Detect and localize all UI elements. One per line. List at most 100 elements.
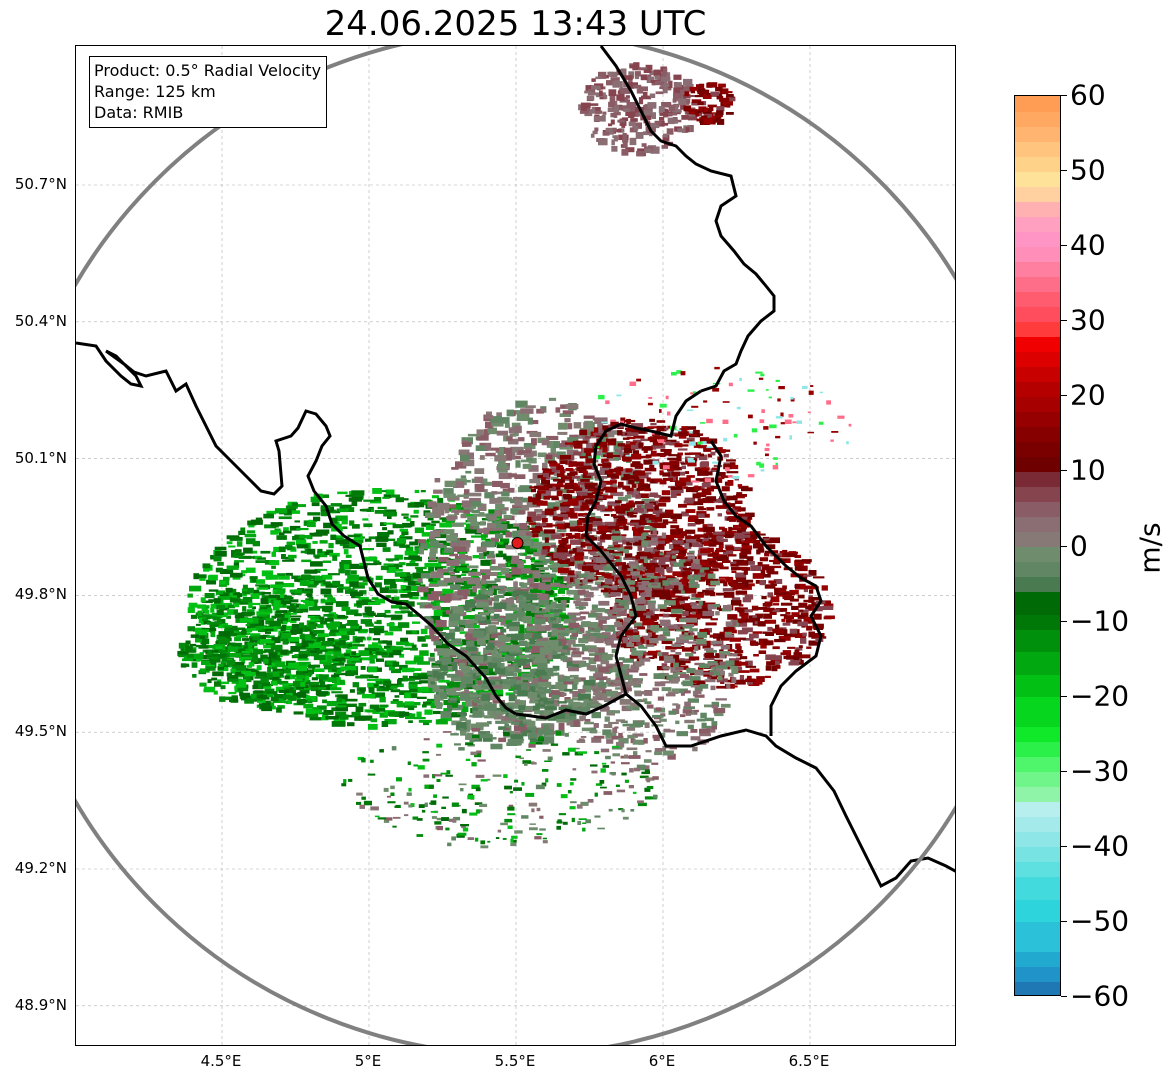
echo-cell-3333 bbox=[517, 685, 529, 691]
echo-cell-1866 bbox=[351, 651, 357, 656]
echo-cell-270 bbox=[222, 664, 234, 668]
echo-cell-78 bbox=[331, 674, 340, 679]
echo-cell-1965 bbox=[273, 600, 281, 607]
echo-cell-4528 bbox=[735, 572, 747, 579]
echo-cell-4916 bbox=[712, 562, 723, 568]
echo-cell-1040 bbox=[234, 560, 244, 563]
echo-cell-4835 bbox=[716, 685, 728, 689]
echo-cell-3493 bbox=[524, 730, 532, 733]
echo-cell-4673 bbox=[790, 573, 799, 578]
echo-cell-1407 bbox=[428, 559, 438, 563]
echo-cell-4307 bbox=[561, 537, 569, 544]
echo-cell-4955 bbox=[740, 637, 746, 640]
echo-cell-1831 bbox=[299, 661, 311, 664]
echo-cell-1819 bbox=[303, 640, 315, 643]
echo-cell-1275 bbox=[429, 619, 442, 622]
echo-cell-4019 bbox=[568, 572, 574, 575]
echo-cell-1364 bbox=[367, 667, 377, 673]
echo-cell-3172 bbox=[516, 609, 525, 616]
echo-cell-1988 bbox=[207, 650, 212, 656]
echo-cell-3413 bbox=[538, 686, 547, 691]
echo-cell-3335 bbox=[552, 653, 565, 659]
echo-cell-4109 bbox=[673, 464, 680, 471]
echo-cell-3776 bbox=[653, 443, 666, 449]
echo-cell-1938 bbox=[315, 689, 321, 695]
echo-cell-4231 bbox=[659, 587, 669, 593]
echo-cell-1145 bbox=[355, 675, 369, 679]
echo-cell-1093 bbox=[314, 556, 320, 559]
echo-cell-3279 bbox=[505, 613, 518, 621]
echo-cell-1750 bbox=[187, 626, 195, 632]
echo-cell-3462 bbox=[537, 681, 552, 687]
echo-cell-954 bbox=[553, 597, 567, 601]
echo-cell-1239 bbox=[335, 539, 349, 545]
echo-cell-2851 bbox=[557, 627, 565, 631]
echo-cell-136 bbox=[459, 586, 470, 591]
echo-cell-4744 bbox=[736, 646, 742, 652]
echo-cell-3476 bbox=[511, 721, 520, 725]
echo-cell-1989 bbox=[244, 611, 253, 616]
echo-cell-1994 bbox=[322, 641, 334, 646]
echo-cell-1282 bbox=[413, 657, 424, 663]
echo-cell-1473 bbox=[488, 693, 497, 696]
echo-cell-2791 bbox=[488, 640, 502, 644]
echo-cell-1055 bbox=[390, 583, 397, 589]
echo-cell-3820 bbox=[601, 532, 606, 536]
echo-cell-1450 bbox=[330, 517, 338, 524]
echo-cell-20 bbox=[233, 562, 240, 568]
echo-cell-1457 bbox=[299, 580, 310, 586]
echo-cell-2395 bbox=[458, 449, 470, 456]
echo-cell-2247 bbox=[504, 654, 515, 662]
echo-cell-3977 bbox=[630, 511, 638, 515]
echo-cell-590 bbox=[239, 593, 247, 597]
echo-cell-2127 bbox=[629, 585, 641, 590]
echo-cell-984 bbox=[414, 655, 424, 658]
echo-cell-1216 bbox=[559, 612, 566, 616]
echo-cell-509 bbox=[288, 555, 295, 562]
echo-cell-2623 bbox=[523, 453, 534, 458]
echo-cell-3062 bbox=[520, 677, 532, 681]
echo-cell-339 bbox=[258, 608, 267, 613]
echo-cell-1535 bbox=[282, 620, 288, 625]
echo-cell-4702 bbox=[731, 597, 741, 601]
echo-cell-4583 bbox=[753, 654, 759, 657]
echo-cell-541 bbox=[296, 528, 309, 531]
echo-cell-3712 bbox=[631, 483, 637, 488]
chart-title: 24.06.2025 13:43 UTC bbox=[324, 4, 707, 44]
echo-cell-1090 bbox=[464, 590, 477, 597]
echo-cell-3665 bbox=[659, 462, 664, 467]
echo-cell-2828 bbox=[498, 683, 511, 690]
echo-cell-56 bbox=[421, 532, 432, 537]
echo-cell-2245 bbox=[478, 512, 485, 515]
echo-cell-4864 bbox=[822, 605, 834, 610]
echo-cell-3332 bbox=[518, 600, 527, 609]
echo-cell-71 bbox=[474, 531, 482, 535]
echo-cell-4763 bbox=[782, 549, 788, 555]
echo-cell-2768 bbox=[494, 510, 501, 517]
echo-cell-4224 bbox=[585, 435, 591, 439]
echo-cell-4435 bbox=[658, 560, 666, 565]
radar-map[interactable] bbox=[75, 45, 956, 1046]
echo-cell-3893 bbox=[633, 530, 642, 536]
echo-cell-2391 bbox=[486, 572, 499, 576]
echo-cell-374 bbox=[399, 498, 409, 501]
echo-cell-1953 bbox=[330, 687, 342, 691]
echo-cell-3257 bbox=[563, 645, 569, 650]
echo-cell-3663 bbox=[640, 438, 648, 442]
echo-cell-4208 bbox=[682, 531, 687, 534]
echo-cell-4664 bbox=[716, 535, 724, 539]
echo-cell-3670 bbox=[685, 529, 696, 534]
echo-cell-1684 bbox=[277, 652, 283, 658]
echo-cell-2251 bbox=[601, 436, 609, 443]
echo-cell-4972 bbox=[762, 603, 771, 607]
echo-cell-1246 bbox=[505, 692, 515, 696]
echo-cell-4947 bbox=[729, 637, 741, 642]
echo-cell-1728 bbox=[234, 690, 243, 693]
echo-cell-1968 bbox=[300, 700, 308, 703]
echo-cell-3898 bbox=[582, 474, 592, 479]
echo-cell-4392 bbox=[585, 484, 595, 489]
echo-cell-2549 bbox=[507, 487, 515, 493]
echo-cell-3421 bbox=[456, 722, 467, 730]
echo-cell-2810 bbox=[567, 719, 579, 726]
echo-cell-2821 bbox=[498, 563, 507, 568]
